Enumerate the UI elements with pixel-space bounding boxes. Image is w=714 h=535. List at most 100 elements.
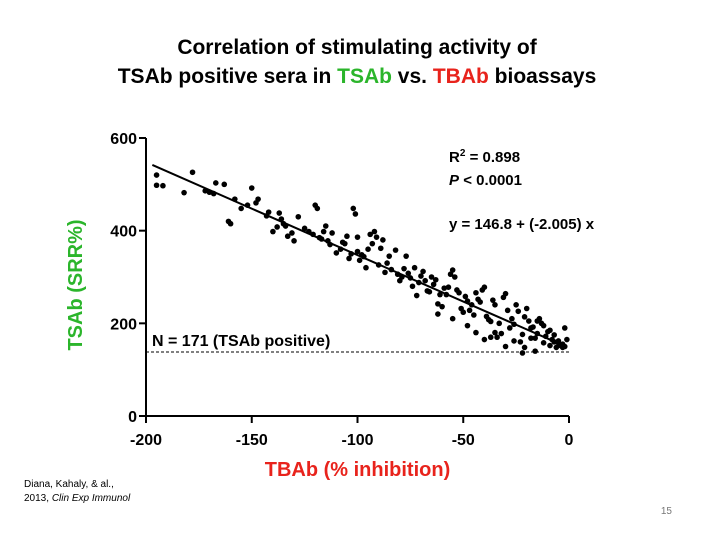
data-point xyxy=(270,228,276,235)
data-point xyxy=(473,329,479,336)
data-point xyxy=(291,238,297,244)
data-point xyxy=(420,268,426,275)
data-point xyxy=(528,325,534,331)
data-point xyxy=(255,196,261,202)
data-point xyxy=(392,247,399,253)
data-point xyxy=(382,269,388,276)
data-point xyxy=(519,331,526,338)
regression-equation: y = 146.8 + (-2.005) x xyxy=(449,216,595,233)
data-point xyxy=(437,291,443,298)
data-point xyxy=(265,209,272,215)
r-squared-value: = 0.898 xyxy=(469,149,521,166)
citation-year: 2013, xyxy=(24,493,52,504)
title-text-tsab: TSAb xyxy=(337,65,392,88)
title-text-tbab: TBAb xyxy=(432,65,489,88)
data-point xyxy=(352,211,359,217)
data-point xyxy=(445,284,452,290)
data-point xyxy=(373,234,380,240)
data-point xyxy=(405,270,412,277)
data-point xyxy=(519,350,526,356)
data-point xyxy=(471,312,477,318)
data-point xyxy=(350,205,357,212)
data-point xyxy=(513,302,519,308)
data-point xyxy=(314,205,321,212)
data-point xyxy=(532,348,538,354)
data-point xyxy=(492,329,498,336)
data-point xyxy=(189,169,196,176)
data-point xyxy=(367,231,373,238)
y-tick-label: 200 xyxy=(110,316,137,333)
y-tick-label: 400 xyxy=(110,224,137,241)
y-tick-label: 600 xyxy=(110,131,137,148)
data-point xyxy=(409,283,416,290)
data-point xyxy=(523,305,530,312)
data-point xyxy=(430,281,437,288)
citation-line1: Diana, Kahaly, & al., xyxy=(24,479,114,490)
data-point xyxy=(477,299,483,305)
threshold-label: N = 171 (TSAb positive) xyxy=(152,333,330,350)
data-point xyxy=(498,330,505,337)
data-point xyxy=(384,260,390,266)
p-value: < 0.0001 xyxy=(463,172,522,189)
data-point xyxy=(435,301,441,307)
data-point xyxy=(517,339,524,345)
y-tick-label: 0 xyxy=(128,409,137,426)
slide-title-line1: Correlation of stimulating activity of xyxy=(177,36,537,59)
data-point xyxy=(320,228,327,235)
data-point xyxy=(248,185,255,191)
data-point xyxy=(464,322,471,329)
data-point xyxy=(289,230,295,236)
data-point xyxy=(439,303,445,310)
x-tick-label: -50 xyxy=(452,432,475,449)
data-point xyxy=(276,210,283,216)
title-text-mid: vs. xyxy=(391,65,433,88)
data-point xyxy=(153,182,160,189)
data-point xyxy=(377,245,384,252)
data-point xyxy=(422,277,428,284)
data-point xyxy=(411,264,418,271)
data-point xyxy=(274,224,280,230)
data-point xyxy=(509,315,515,322)
data-point xyxy=(435,311,441,317)
data-point xyxy=(532,335,538,341)
data-point xyxy=(462,293,469,300)
data-point xyxy=(526,318,532,324)
data-point xyxy=(521,314,528,320)
data-point xyxy=(496,320,503,327)
slide-title-line2: TSAb positive sera in TSAb vs. TBAb bioa… xyxy=(0,62,714,92)
data-point xyxy=(473,289,479,296)
data-point xyxy=(333,250,340,256)
data-point xyxy=(492,302,498,308)
data-point xyxy=(451,274,458,280)
data-point xyxy=(413,292,420,299)
regression-line xyxy=(151,164,568,348)
x-tick-label: -200 xyxy=(130,432,162,449)
data-point xyxy=(342,240,348,247)
data-point xyxy=(301,225,308,232)
data-point xyxy=(432,276,439,283)
data-point xyxy=(494,334,500,341)
data-point xyxy=(487,318,494,325)
data-point xyxy=(547,327,553,334)
data-point xyxy=(561,325,568,331)
data-point xyxy=(386,253,393,259)
data-point xyxy=(487,334,494,341)
data-point xyxy=(426,289,433,295)
data-point xyxy=(227,220,234,227)
data-point xyxy=(456,289,462,296)
data-point xyxy=(346,255,352,262)
data-point xyxy=(160,182,166,189)
citation-line2: 2013, Clin Exp Immunol xyxy=(24,492,130,506)
data-point xyxy=(329,230,335,236)
data-point xyxy=(449,315,456,322)
data-point xyxy=(506,325,513,331)
data-point xyxy=(363,264,369,271)
data-point xyxy=(511,338,517,344)
title-text-post: bioassays xyxy=(488,65,597,88)
data-point xyxy=(369,240,376,247)
data-point xyxy=(504,307,511,314)
data-point xyxy=(515,308,522,315)
data-point xyxy=(534,318,541,324)
data-point xyxy=(356,257,363,264)
